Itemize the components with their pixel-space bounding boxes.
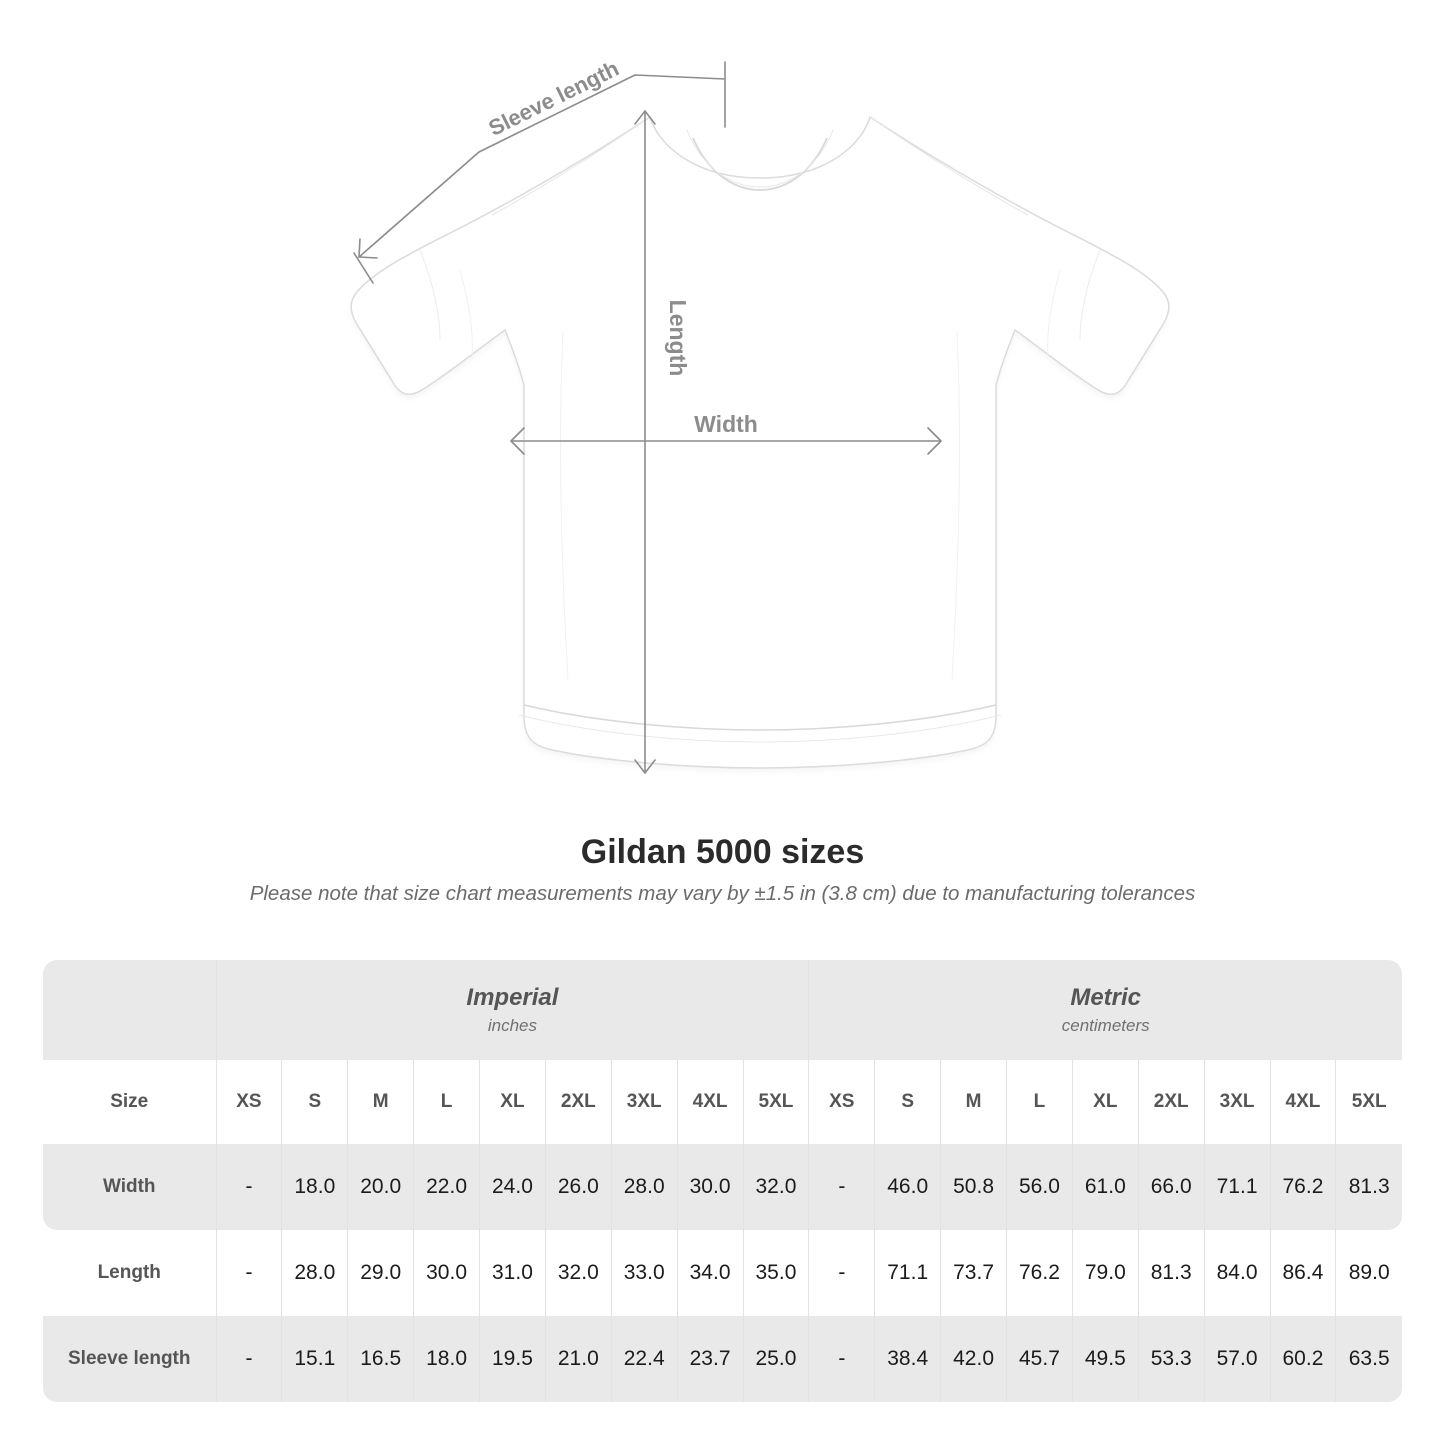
svg-text:Width: Width — [694, 411, 758, 437]
svg-text:Sleeve length: Sleeve length — [485, 56, 623, 141]
svg-text:Length: Length — [665, 300, 691, 377]
